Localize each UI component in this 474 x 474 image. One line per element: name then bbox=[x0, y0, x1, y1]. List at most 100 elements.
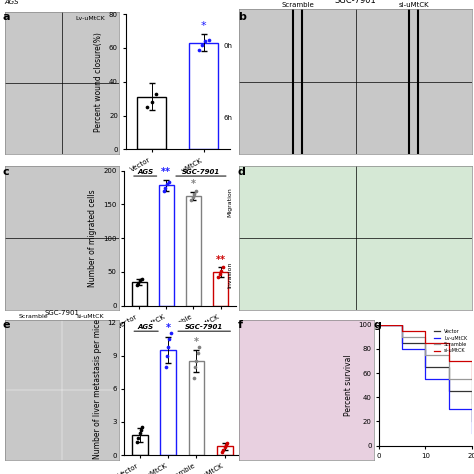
Point bbox=[216, 270, 224, 278]
Bar bbox=[132, 282, 146, 306]
Point bbox=[190, 374, 198, 382]
Lv-uMtCK bbox=[376, 322, 382, 328]
Text: Invasion: Invasion bbox=[228, 261, 233, 288]
Text: 6h: 6h bbox=[223, 115, 232, 121]
Text: SGC-7901: SGC-7901 bbox=[44, 310, 79, 316]
Text: **: ** bbox=[161, 167, 171, 177]
Scramble bbox=[423, 352, 428, 358]
Bar bbox=[217, 446, 233, 455]
Point bbox=[164, 343, 172, 350]
Point bbox=[189, 193, 196, 201]
Text: Migration: Migration bbox=[228, 187, 233, 217]
Text: AGS: AGS bbox=[137, 169, 153, 175]
Text: SGC-7901: SGC-7901 bbox=[335, 0, 376, 5]
Text: Scramble: Scramble bbox=[281, 2, 314, 8]
Line: si-uMtCK: si-uMtCK bbox=[379, 325, 472, 379]
Point bbox=[133, 438, 141, 446]
Text: f: f bbox=[238, 320, 243, 330]
Text: SGC-7901: SGC-7901 bbox=[185, 324, 223, 330]
Point bbox=[153, 90, 160, 97]
Line: Lv-uMtCK: Lv-uMtCK bbox=[379, 325, 472, 433]
Vector bbox=[469, 419, 474, 424]
Point bbox=[224, 439, 231, 447]
Legend: Vector, Lv-uMtCK, Scramble, si-uMtCK: Vector, Lv-uMtCK, Scramble, si-uMtCK bbox=[432, 327, 469, 356]
si-uMtCK bbox=[376, 322, 382, 328]
Point bbox=[218, 267, 225, 274]
si-uMtCK bbox=[400, 328, 405, 334]
Text: *: * bbox=[194, 337, 199, 346]
Point bbox=[160, 187, 168, 195]
Bar bbox=[160, 350, 176, 455]
Point bbox=[187, 196, 195, 203]
Point bbox=[221, 444, 228, 451]
Text: *: * bbox=[165, 323, 171, 333]
Bar bbox=[189, 361, 204, 455]
Scramble bbox=[376, 322, 382, 328]
Point bbox=[136, 429, 144, 437]
Point bbox=[195, 46, 203, 54]
Text: e: e bbox=[2, 320, 10, 330]
si-uMtCK bbox=[469, 376, 474, 382]
Vector bbox=[376, 322, 382, 328]
Text: *: * bbox=[201, 21, 207, 31]
Text: d: d bbox=[238, 167, 246, 177]
Bar bbox=[137, 97, 166, 149]
Point bbox=[201, 37, 209, 45]
si-uMtCK bbox=[446, 358, 451, 364]
Text: b: b bbox=[238, 12, 246, 22]
Point bbox=[137, 426, 145, 433]
Bar bbox=[159, 185, 174, 306]
Point bbox=[164, 181, 171, 188]
si-uMtCK bbox=[423, 340, 428, 346]
Point bbox=[214, 273, 222, 281]
Point bbox=[165, 335, 173, 343]
Point bbox=[192, 187, 200, 195]
Point bbox=[133, 282, 140, 289]
Point bbox=[138, 424, 146, 431]
Point bbox=[162, 184, 169, 192]
Vector bbox=[400, 340, 405, 346]
Text: a: a bbox=[2, 12, 10, 22]
Bar bbox=[132, 435, 147, 455]
Y-axis label: Percent wound closure(%): Percent wound closure(%) bbox=[94, 32, 103, 132]
Point bbox=[191, 190, 198, 197]
Text: Scramble: Scramble bbox=[18, 314, 48, 319]
Lv-uMtCK bbox=[469, 430, 474, 436]
Y-axis label: Number of liver metastasis per mice: Number of liver metastasis per mice bbox=[93, 319, 102, 459]
Text: SGC-7901: SGC-7901 bbox=[182, 169, 220, 175]
Point bbox=[135, 435, 142, 442]
Lv-uMtCK bbox=[423, 376, 428, 382]
Text: AGS: AGS bbox=[138, 324, 154, 330]
Text: c: c bbox=[2, 167, 9, 177]
Point bbox=[165, 178, 173, 186]
Bar bbox=[186, 196, 201, 306]
Lv-uMtCK bbox=[446, 407, 451, 412]
Point bbox=[194, 349, 201, 357]
Text: AGS: AGS bbox=[5, 0, 19, 5]
Text: 0h: 0h bbox=[223, 43, 232, 49]
Text: si-uMtCK: si-uMtCK bbox=[398, 2, 429, 8]
Lv-uMtCK bbox=[400, 346, 405, 352]
Vector bbox=[446, 388, 451, 394]
Point bbox=[163, 352, 171, 359]
Text: **: ** bbox=[216, 255, 226, 264]
Y-axis label: Percent survival: Percent survival bbox=[344, 354, 353, 416]
Bar bbox=[190, 43, 218, 149]
Point bbox=[167, 329, 174, 337]
Point bbox=[222, 441, 230, 449]
Line: Scramble: Scramble bbox=[379, 325, 472, 403]
Bar bbox=[213, 272, 228, 306]
Point bbox=[136, 276, 144, 284]
Text: Lv-uMtCK: Lv-uMtCK bbox=[75, 16, 105, 21]
Text: *: * bbox=[191, 179, 196, 189]
Point bbox=[219, 448, 226, 456]
Point bbox=[143, 103, 151, 111]
Point bbox=[219, 446, 227, 453]
Scramble bbox=[400, 334, 405, 339]
Scramble bbox=[469, 401, 474, 406]
Point bbox=[195, 343, 203, 350]
Point bbox=[162, 363, 169, 370]
Point bbox=[191, 363, 199, 370]
Y-axis label: Number of migrated cells: Number of migrated cells bbox=[89, 190, 98, 287]
Point bbox=[199, 41, 206, 48]
